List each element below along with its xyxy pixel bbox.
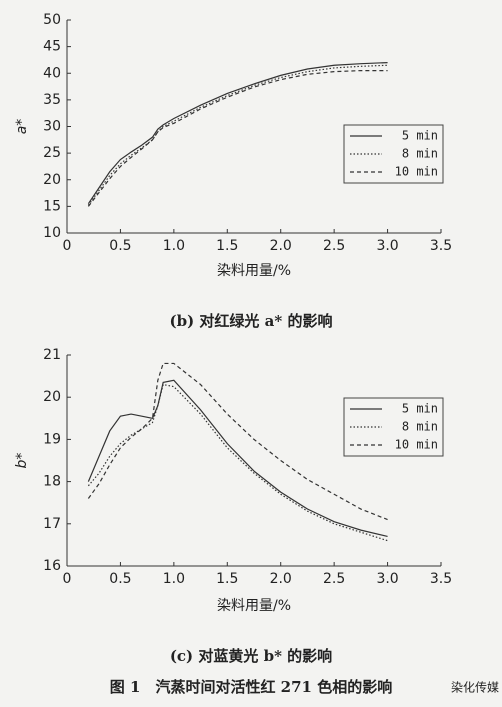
x-tick-label: 1.0 [163, 571, 185, 587]
legend-box [343, 124, 444, 184]
series-line [87, 383, 388, 542]
x-tick-label: 3.0 [376, 571, 398, 587]
y-tick-label: 35 [43, 92, 61, 108]
y-tick-label: 16 [43, 558, 61, 574]
y-tick-label: 19 [43, 431, 61, 447]
x-tick-label: 0 [63, 238, 72, 254]
x-tick-label: 0 [63, 571, 72, 587]
y-tick-label: 40 [43, 65, 61, 81]
y-tick-label: 30 [43, 119, 61, 135]
y-tick-label: 10 [43, 225, 61, 241]
x-tick-label: 1.5 [216, 571, 238, 587]
legend-label: 5 min [402, 402, 438, 416]
y-tick-label: 45 [43, 39, 61, 55]
series-line [87, 379, 388, 538]
legend-box [343, 397, 444, 457]
chart-caption: (c) 对蓝黄光 b* 的影响 [170, 647, 332, 665]
x-tick-label: 3.0 [376, 238, 398, 254]
x-tick-label: 0.5 [109, 571, 131, 587]
y-axis-label: b* [14, 453, 30, 469]
x-tick-label: 3.5 [430, 238, 452, 254]
series-line [87, 62, 388, 205]
x-tick-label: 2.5 [323, 571, 345, 587]
x-tick-label: 2.0 [270, 238, 292, 254]
watermark: 染化传媒 [451, 680, 499, 695]
x-axis-label: 染料用量/% [217, 263, 291, 279]
series-line [87, 64, 388, 206]
x-tick-label: 3.5 [430, 571, 452, 587]
y-tick-label: 50 [43, 12, 61, 28]
y-tick-label: 15 [43, 198, 61, 214]
series-line [87, 362, 388, 521]
x-tick-label: 1.5 [216, 238, 238, 254]
figure-caption: 图 1 汽蒸时间对活性红 271 色相的影响 [110, 678, 392, 696]
y-tick-label: 25 [43, 145, 61, 161]
x-tick-label: 0.5 [109, 238, 131, 254]
x-axis-label: 染料用量/% [217, 598, 291, 614]
y-tick-label: 20 [43, 172, 61, 188]
series-line [87, 69, 388, 207]
x-tick-label: 1.0 [163, 238, 185, 254]
y-tick-label: 21 [43, 347, 61, 363]
y-tick-label: 20 [43, 389, 61, 405]
legend-label: 10 min [395, 165, 438, 179]
y-tick-label: 17 [43, 516, 61, 532]
chart-caption: (b) 对红绿光 a* 的影响 [170, 312, 333, 330]
legend-label: 8 min [402, 147, 438, 161]
legend-label: 8 min [402, 420, 438, 434]
x-tick-label: 2.0 [270, 571, 292, 587]
y-axis-label: a* [14, 119, 30, 135]
y-tick-label: 18 [43, 474, 61, 490]
legend-label: 10 min [395, 438, 438, 452]
x-tick-label: 2.5 [323, 238, 345, 254]
legend-label: 5 min [402, 129, 438, 143]
